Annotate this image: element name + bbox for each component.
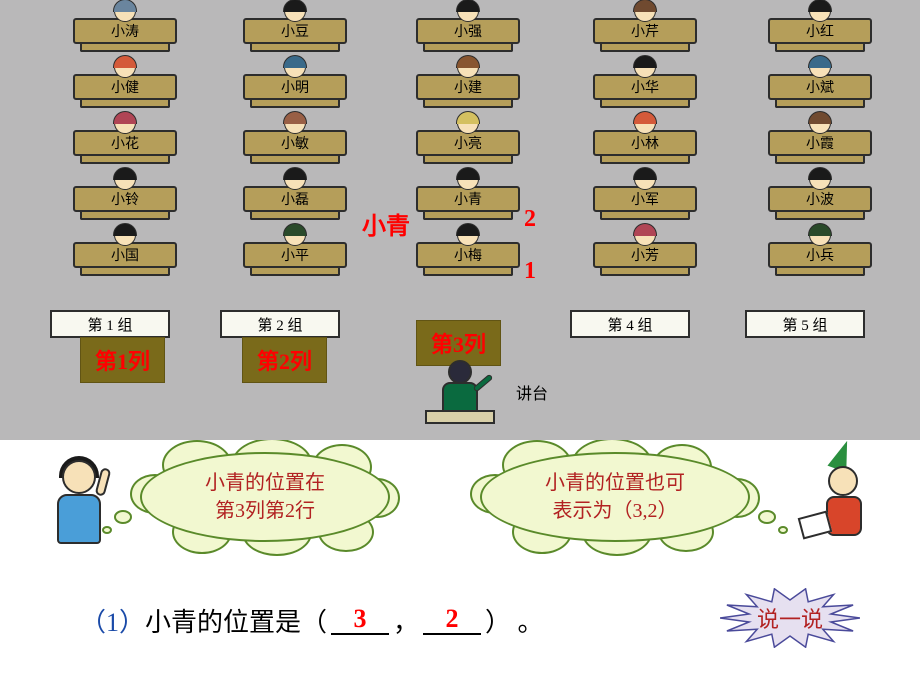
desk: 小平 xyxy=(240,224,350,280)
desk: 小军 xyxy=(590,168,700,224)
row-number-2: 2 xyxy=(524,206,536,233)
desk: 小芹 xyxy=(590,0,700,56)
row-number-1: 1 xyxy=(524,258,536,285)
desk: 小强 xyxy=(413,0,523,56)
teacher-label: 讲台 xyxy=(516,380,548,404)
group-sign-5: 第 5 组 xyxy=(745,310,865,338)
bubble-line: 小青的位置也可 xyxy=(545,469,685,497)
desk: 小波 xyxy=(765,168,875,224)
starburst-callout: 说一说 xyxy=(720,588,860,648)
desk: 小国 xyxy=(70,224,180,280)
column-4: 小芹小华小林小军小芳 xyxy=(575,0,715,310)
desk: 小亮 xyxy=(413,112,523,168)
group-sign-1: 第 1 组 xyxy=(50,310,170,338)
question-prefix: （1） xyxy=(80,602,145,639)
desk: 小明 xyxy=(240,56,350,112)
desk: 小芳 xyxy=(590,224,700,280)
speech-bubble-right: 小青的位置也可表示为（3,2） xyxy=(480,452,750,542)
question-text1: 小青的位置是（ xyxy=(145,602,327,639)
desk: 小豆 xyxy=(240,0,350,56)
desk: 小花 xyxy=(70,112,180,168)
boy-figure xyxy=(40,454,120,564)
column-2: 小豆小明小敏小磊小平 xyxy=(225,0,365,310)
desk: 小青 xyxy=(413,168,523,224)
bubble-line: 小青的位置在 xyxy=(205,469,325,497)
desk: 小涛 xyxy=(70,0,180,56)
desk: 小林 xyxy=(590,112,700,168)
column-label-2: 第2列 xyxy=(242,337,327,383)
blank-2: 2 xyxy=(423,605,481,636)
desk: 小华 xyxy=(590,56,700,112)
desk: 小梅 xyxy=(413,224,523,280)
column-1: 小涛小健小花小铃小国 xyxy=(55,0,195,310)
desk: 小磊 xyxy=(240,168,350,224)
group-sign-4: 第 4 组 xyxy=(570,310,690,338)
desk: 小敏 xyxy=(240,112,350,168)
desk: 小斌 xyxy=(765,56,875,112)
teacher-figure xyxy=(420,360,500,430)
bubble-line: 表示为（3,2） xyxy=(553,497,678,525)
column-label-1: 第1列 xyxy=(80,337,165,383)
question-text2: ） 。 xyxy=(485,602,544,639)
desk: 小红 xyxy=(765,0,875,56)
group-sign-2: 第 2 组 xyxy=(220,310,340,338)
starburst-text: 说一说 xyxy=(757,602,823,634)
question-sep: ， xyxy=(393,602,419,639)
elf-figure xyxy=(800,454,890,574)
column-3: 小强小建小亮小青小梅 xyxy=(398,0,538,310)
blank-1: 3 xyxy=(331,605,389,636)
desk: 小铃 xyxy=(70,168,180,224)
highlight-name: 小青 xyxy=(362,206,410,241)
column-5: 小红小斌小霞小波小兵 xyxy=(750,0,890,310)
bubble-line: 第3列第2行 xyxy=(215,497,315,525)
desk: 小健 xyxy=(70,56,180,112)
desk: 小兵 xyxy=(765,224,875,280)
desk: 小霞 xyxy=(765,112,875,168)
speech-bubble-left: 小青的位置在第3列第2行 xyxy=(140,452,390,542)
desk: 小建 xyxy=(413,56,523,112)
classroom-area: 小涛小健小花小铃小国第 1 组小豆小明小敏小磊小平第 2 组小强小建小亮小青小梅… xyxy=(0,0,920,440)
